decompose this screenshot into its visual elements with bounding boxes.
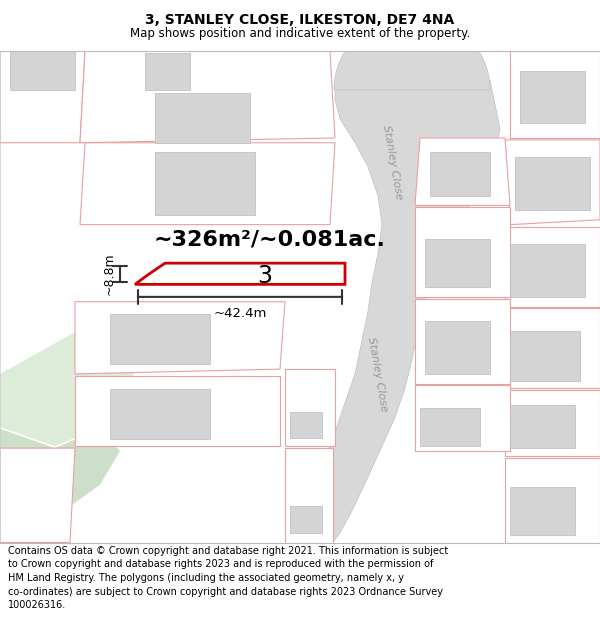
Polygon shape <box>135 263 345 284</box>
Polygon shape <box>80 142 335 224</box>
Polygon shape <box>292 80 500 542</box>
Polygon shape <box>0 448 75 542</box>
Polygon shape <box>0 429 120 542</box>
Polygon shape <box>505 226 600 306</box>
Polygon shape <box>285 369 335 446</box>
Polygon shape <box>80 51 335 142</box>
Bar <box>290 506 322 533</box>
Text: ~42.4m: ~42.4m <box>214 306 266 319</box>
Text: Stanley Close: Stanley Close <box>367 336 389 412</box>
Text: Contains OS data © Crown copyright and database right 2021. This information is : Contains OS data © Crown copyright and d… <box>8 546 448 610</box>
Wedge shape <box>334 14 490 90</box>
Polygon shape <box>0 321 135 446</box>
Bar <box>110 314 210 364</box>
Bar <box>290 411 322 439</box>
Bar <box>510 244 585 297</box>
Polygon shape <box>415 386 510 451</box>
Bar <box>155 92 250 142</box>
Bar <box>420 408 480 446</box>
Bar <box>155 152 255 215</box>
Bar <box>425 321 490 374</box>
Bar <box>510 487 575 535</box>
Text: Map shows position and indicative extent of the property.: Map shows position and indicative extent… <box>130 27 470 40</box>
Polygon shape <box>415 299 510 384</box>
Text: 3: 3 <box>257 264 272 288</box>
Polygon shape <box>285 448 333 542</box>
Text: ~326m²/~0.081ac.: ~326m²/~0.081ac. <box>154 229 386 249</box>
Bar <box>515 158 590 210</box>
Polygon shape <box>415 208 510 297</box>
Text: Stanley Close: Stanley Close <box>382 124 404 200</box>
Bar <box>110 389 210 439</box>
Bar <box>145 53 190 90</box>
Polygon shape <box>505 140 600 224</box>
Polygon shape <box>510 51 600 138</box>
Text: 3, STANLEY CLOSE, ILKESTON, DE7 4NA: 3, STANLEY CLOSE, ILKESTON, DE7 4NA <box>145 12 455 27</box>
Bar <box>510 331 580 381</box>
Polygon shape <box>505 458 600 542</box>
Polygon shape <box>75 302 285 374</box>
Bar <box>10 51 75 90</box>
Polygon shape <box>415 138 510 206</box>
Bar <box>520 71 585 124</box>
Polygon shape <box>0 51 85 142</box>
Polygon shape <box>505 308 600 388</box>
Polygon shape <box>75 376 280 446</box>
Bar <box>430 152 490 196</box>
Bar <box>510 405 575 448</box>
Polygon shape <box>505 390 600 456</box>
Text: ~8.8m: ~8.8m <box>103 253 116 295</box>
Bar <box>425 239 490 288</box>
